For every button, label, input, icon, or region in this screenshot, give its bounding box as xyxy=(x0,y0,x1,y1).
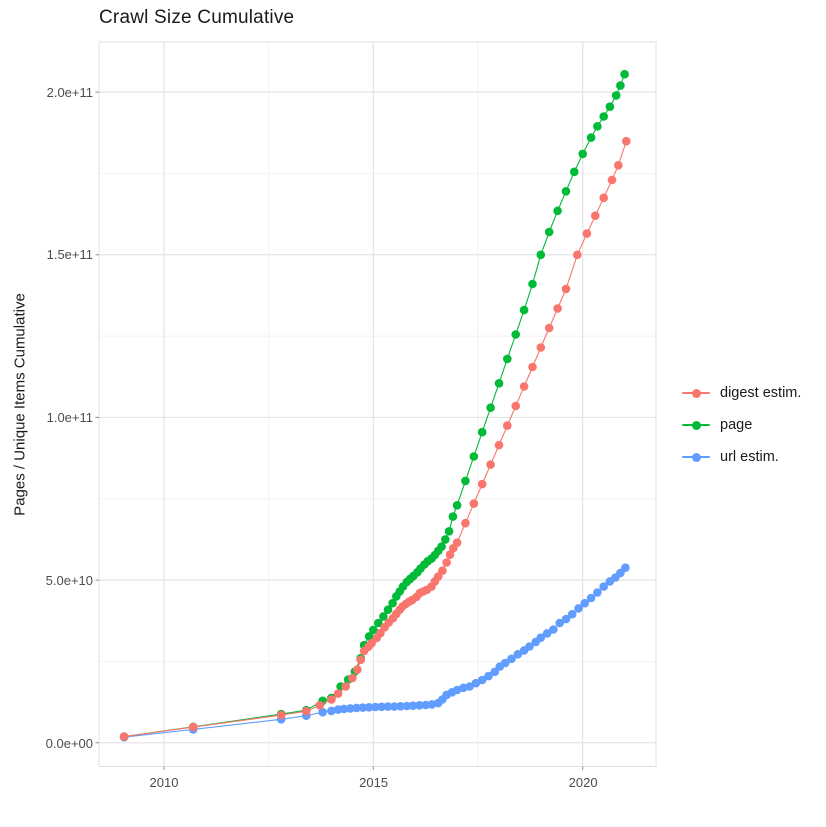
chart-title: Crawl Size Cumulative xyxy=(99,7,295,28)
y-tick-label-4: 2.0e+11 xyxy=(46,84,93,100)
legend-item-url-estim: url estim. xyxy=(682,447,779,467)
legend-key-digest-marker-icon xyxy=(682,383,710,403)
legend-item-digest-estim: digest estim. xyxy=(682,383,801,403)
y-tick-label-1: 5.0e+10 xyxy=(45,572,93,588)
legend-key-url-marker-icon xyxy=(682,447,710,467)
legend-label-digest-estim: digest estim. xyxy=(720,385,802,401)
legend-dot-icon xyxy=(691,388,701,398)
legend-dot-icon xyxy=(691,420,701,430)
y-tick-label-3: 1.5e+11 xyxy=(46,247,93,263)
x-tick-label-2020: 2020 xyxy=(568,775,598,790)
legend-key-page-marker-icon xyxy=(682,415,710,435)
y-tick-label-0: 0.0e+00 xyxy=(45,735,93,751)
y-tick-label-2: 1.0e+11 xyxy=(46,410,93,425)
legend-item-page: page xyxy=(682,415,752,435)
legend-dot-icon xyxy=(691,452,701,462)
x-tick-label-2015: 2015 xyxy=(359,775,389,790)
legend-label-url-estim: url estim. xyxy=(720,449,779,465)
x-tick-label-2010: 2010 xyxy=(149,775,179,790)
legend-label-page: page xyxy=(720,417,753,433)
